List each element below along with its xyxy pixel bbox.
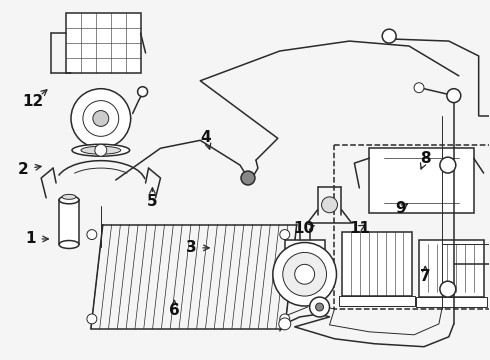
Text: 6: 6: [169, 303, 180, 318]
Bar: [419, 239, 484, 297]
Ellipse shape: [59, 240, 79, 248]
Text: 8: 8: [420, 151, 431, 166]
Bar: [340, 296, 415, 306]
Circle shape: [83, 100, 119, 136]
Bar: [59, 200, 79, 244]
Circle shape: [440, 281, 456, 297]
Polygon shape: [285, 239, 324, 264]
Bar: [335, 145, 490, 309]
Bar: [369, 148, 474, 213]
Circle shape: [310, 297, 329, 317]
Circle shape: [440, 157, 456, 173]
Ellipse shape: [72, 144, 130, 156]
Ellipse shape: [62, 194, 76, 199]
Circle shape: [280, 314, 290, 324]
Circle shape: [382, 29, 396, 43]
Circle shape: [95, 144, 107, 156]
Circle shape: [280, 230, 290, 239]
Circle shape: [279, 318, 291, 330]
Text: 5: 5: [147, 194, 158, 209]
Circle shape: [273, 243, 337, 306]
Text: 2: 2: [18, 162, 29, 177]
Circle shape: [447, 89, 461, 103]
Text: 10: 10: [293, 221, 314, 236]
Circle shape: [414, 83, 424, 93]
Circle shape: [93, 111, 109, 126]
Bar: [343, 231, 412, 296]
Text: 7: 7: [420, 269, 431, 284]
Text: 3: 3: [186, 240, 196, 255]
Circle shape: [283, 252, 326, 296]
Text: 11: 11: [349, 221, 370, 236]
Circle shape: [316, 303, 323, 311]
Circle shape: [87, 314, 97, 324]
Circle shape: [138, 87, 147, 96]
Circle shape: [294, 264, 315, 284]
Bar: [66, 13, 141, 73]
Text: 4: 4: [201, 130, 211, 145]
Text: 1: 1: [25, 231, 36, 247]
Circle shape: [71, 89, 131, 148]
Ellipse shape: [81, 146, 121, 154]
Circle shape: [241, 171, 255, 185]
Bar: [416, 297, 487, 307]
Ellipse shape: [59, 196, 79, 204]
Circle shape: [87, 230, 97, 239]
Text: 12: 12: [23, 94, 44, 109]
Circle shape: [321, 197, 338, 213]
Text: 9: 9: [395, 201, 406, 216]
